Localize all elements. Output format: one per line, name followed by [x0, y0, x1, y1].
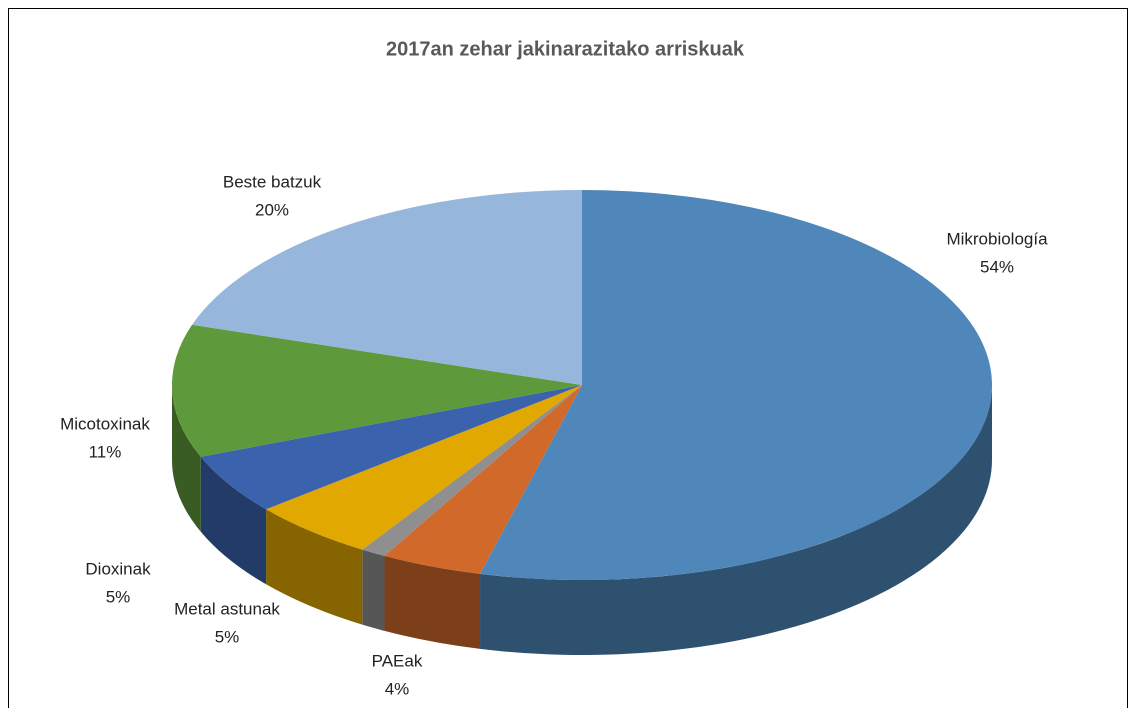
- slice-side: [384, 555, 481, 649]
- slice: [362, 385, 582, 556]
- chart-frame: [8, 8, 1128, 708]
- slice-value-label: 5%: [215, 627, 240, 646]
- slice: [266, 385, 582, 550]
- slice-value-label: 20%: [255, 200, 289, 219]
- slice: [172, 324, 582, 457]
- slice: [384, 385, 582, 574]
- slice-side: [362, 549, 385, 631]
- slice-side: [172, 385, 201, 532]
- slice-value-label: 11%: [89, 442, 122, 461]
- slice-side: [480, 385, 992, 656]
- slice-label: Beste batzuk: [223, 172, 322, 191]
- slice-label: Metal astunak: [174, 599, 280, 618]
- slice-value-label: 54%: [980, 257, 1014, 276]
- slice-label: Micotoxinak: [60, 414, 150, 433]
- slice: [480, 190, 993, 581]
- slice-label: Mikrobiología: [946, 229, 1048, 248]
- slice-label: PAEak: [372, 651, 423, 670]
- slice: [200, 385, 583, 510]
- chart-title: 2017an zehar jakinarazitako arriskuak: [386, 38, 745, 60]
- slice-side: [266, 509, 363, 625]
- slice-value-label: 5%: [106, 587, 131, 606]
- slice-side: [200, 456, 267, 585]
- slice-value-label: 4%: [385, 679, 410, 698]
- slice-label: Dioxinak: [85, 559, 151, 578]
- slice: [192, 190, 582, 385]
